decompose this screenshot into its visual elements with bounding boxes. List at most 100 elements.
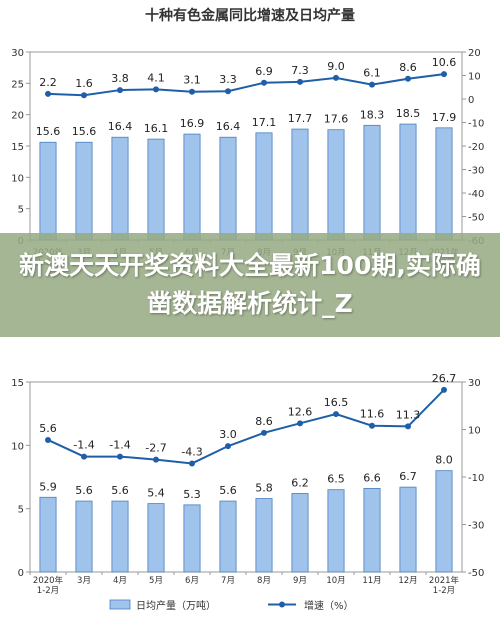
banner-title: 新澳天天开奖资料大全最新100期,实际确凿数据解析统计_Z xyxy=(19,251,481,318)
right-axis-tick-label: 10 xyxy=(468,72,481,83)
bar xyxy=(39,496,57,573)
left-axis-tick-label: 5 xyxy=(18,205,24,216)
growth-line xyxy=(47,73,445,97)
line-value-label: 11.3 xyxy=(396,408,421,421)
right-axis-tick-label: -30 xyxy=(468,521,484,532)
left-axis-tick-label: 10 xyxy=(11,441,24,452)
bar xyxy=(111,136,129,241)
bar xyxy=(291,128,309,241)
x-axis-category-label: 5月 xyxy=(149,576,163,586)
line-value-label: 8.6 xyxy=(399,61,417,74)
bar xyxy=(291,493,309,573)
line-point xyxy=(81,453,87,460)
right-axis-tick-label: 30 xyxy=(468,378,481,389)
line-value-label: -1.4 xyxy=(73,439,94,452)
line-point xyxy=(225,443,231,450)
bar-value-label: 17.1 xyxy=(252,116,277,129)
right-axis-tick-label: -50 xyxy=(468,568,484,579)
line-value-label: 12.6 xyxy=(288,405,313,418)
right-axis-tick-label: -40 xyxy=(468,189,484,200)
bar-value-label: 17.7 xyxy=(288,112,313,125)
bar-value-label: 16.9 xyxy=(180,117,205,130)
line-value-label: 3.0 xyxy=(219,428,237,441)
bar-value-label: 16.4 xyxy=(108,120,133,133)
line-point xyxy=(261,429,267,436)
left-axis-tick-label: 25 xyxy=(11,79,24,90)
line-value-label: 3.3 xyxy=(219,73,237,86)
right-axis-tick-label: 10 xyxy=(468,426,481,437)
bar-value-label: 5.4 xyxy=(147,487,165,500)
bar xyxy=(111,500,129,573)
bar xyxy=(363,124,381,241)
bar xyxy=(183,133,201,241)
right-axis-tick-label: -30 xyxy=(468,166,484,177)
x-axis-category-label: 10月 xyxy=(326,576,345,586)
line-point xyxy=(297,78,303,85)
bar xyxy=(75,141,93,241)
line-point xyxy=(297,420,303,427)
bar-value-label: 17.9 xyxy=(432,111,457,124)
line-value-label: 6.1 xyxy=(363,67,381,80)
left-axis-tick-label: 10 xyxy=(11,173,24,184)
bar xyxy=(435,127,453,241)
line-value-label: 3.1 xyxy=(183,74,201,87)
bar-value-label: 6.7 xyxy=(399,470,417,483)
line-point xyxy=(81,92,87,99)
left-axis-tick-label: 5 xyxy=(18,505,24,516)
line-value-label: 3.8 xyxy=(111,72,129,85)
bar xyxy=(183,504,201,573)
x-axis-category-label: 3月 xyxy=(77,576,91,586)
line-value-label: -4.3 xyxy=(181,445,202,458)
bar-value-label: 5.8 xyxy=(255,482,273,495)
x-axis-category-label: 6月 xyxy=(185,576,199,586)
x-axis-category-label: 12月 xyxy=(398,576,417,586)
line-point xyxy=(333,411,339,418)
bar-value-label: 5.6 xyxy=(75,484,93,497)
bar-value-label: 5.9 xyxy=(39,480,57,493)
watermark-banner: 新澳天天开奖资料大全最新100期,实际确凿数据解析统计_Z xyxy=(0,233,500,337)
legend-bar-label: 日均产量（万吨） xyxy=(136,599,216,612)
bar-value-label: 5.6 xyxy=(219,484,237,497)
line-point xyxy=(369,422,375,429)
line-point xyxy=(153,456,159,463)
bar-value-label: 5.3 xyxy=(183,488,201,501)
x-axis-category-label: 8月 xyxy=(257,576,271,586)
line-point xyxy=(45,90,51,97)
right-axis-tick-label: -50 xyxy=(468,213,484,224)
line-value-label: 16.5 xyxy=(324,396,349,409)
line-point xyxy=(189,460,195,467)
line-point xyxy=(441,386,447,393)
legend-line-label: 增速（%） xyxy=(304,599,354,612)
bar xyxy=(399,486,417,573)
line-value-label: 11.6 xyxy=(360,408,385,421)
x-axis-category-label: 11月 xyxy=(362,576,381,586)
legend-bar-swatch xyxy=(109,599,131,610)
growth-line xyxy=(47,389,445,465)
x-axis-category-label: 2020年 xyxy=(33,575,64,586)
bar xyxy=(219,136,237,241)
bar xyxy=(75,500,93,573)
right-axis-tick-label: -10 xyxy=(468,119,484,130)
line-point xyxy=(405,423,411,430)
bar xyxy=(147,138,165,241)
bar xyxy=(435,470,453,573)
x-axis-category-label: 1-2月 xyxy=(37,586,59,596)
line-point xyxy=(117,87,123,94)
bar xyxy=(327,489,345,573)
right-axis-tick-label: 0 xyxy=(468,95,474,106)
bar-value-label: 18.3 xyxy=(360,108,385,121)
bar-value-label: 5.6 xyxy=(111,484,129,497)
bar-value-label: 16.4 xyxy=(216,120,241,133)
line-value-label: 1.6 xyxy=(75,77,93,90)
bar-value-label: 15.6 xyxy=(72,125,97,138)
line-point xyxy=(405,75,411,82)
line-point xyxy=(261,79,267,86)
line-point xyxy=(153,86,159,93)
x-axis-category-label: 9月 xyxy=(293,576,307,586)
bar xyxy=(327,129,345,241)
line-value-label: 2.2 xyxy=(39,76,57,89)
line-point xyxy=(45,436,51,443)
line-value-label: 9.0 xyxy=(327,60,345,73)
bar xyxy=(219,500,237,573)
line-point xyxy=(441,71,447,78)
